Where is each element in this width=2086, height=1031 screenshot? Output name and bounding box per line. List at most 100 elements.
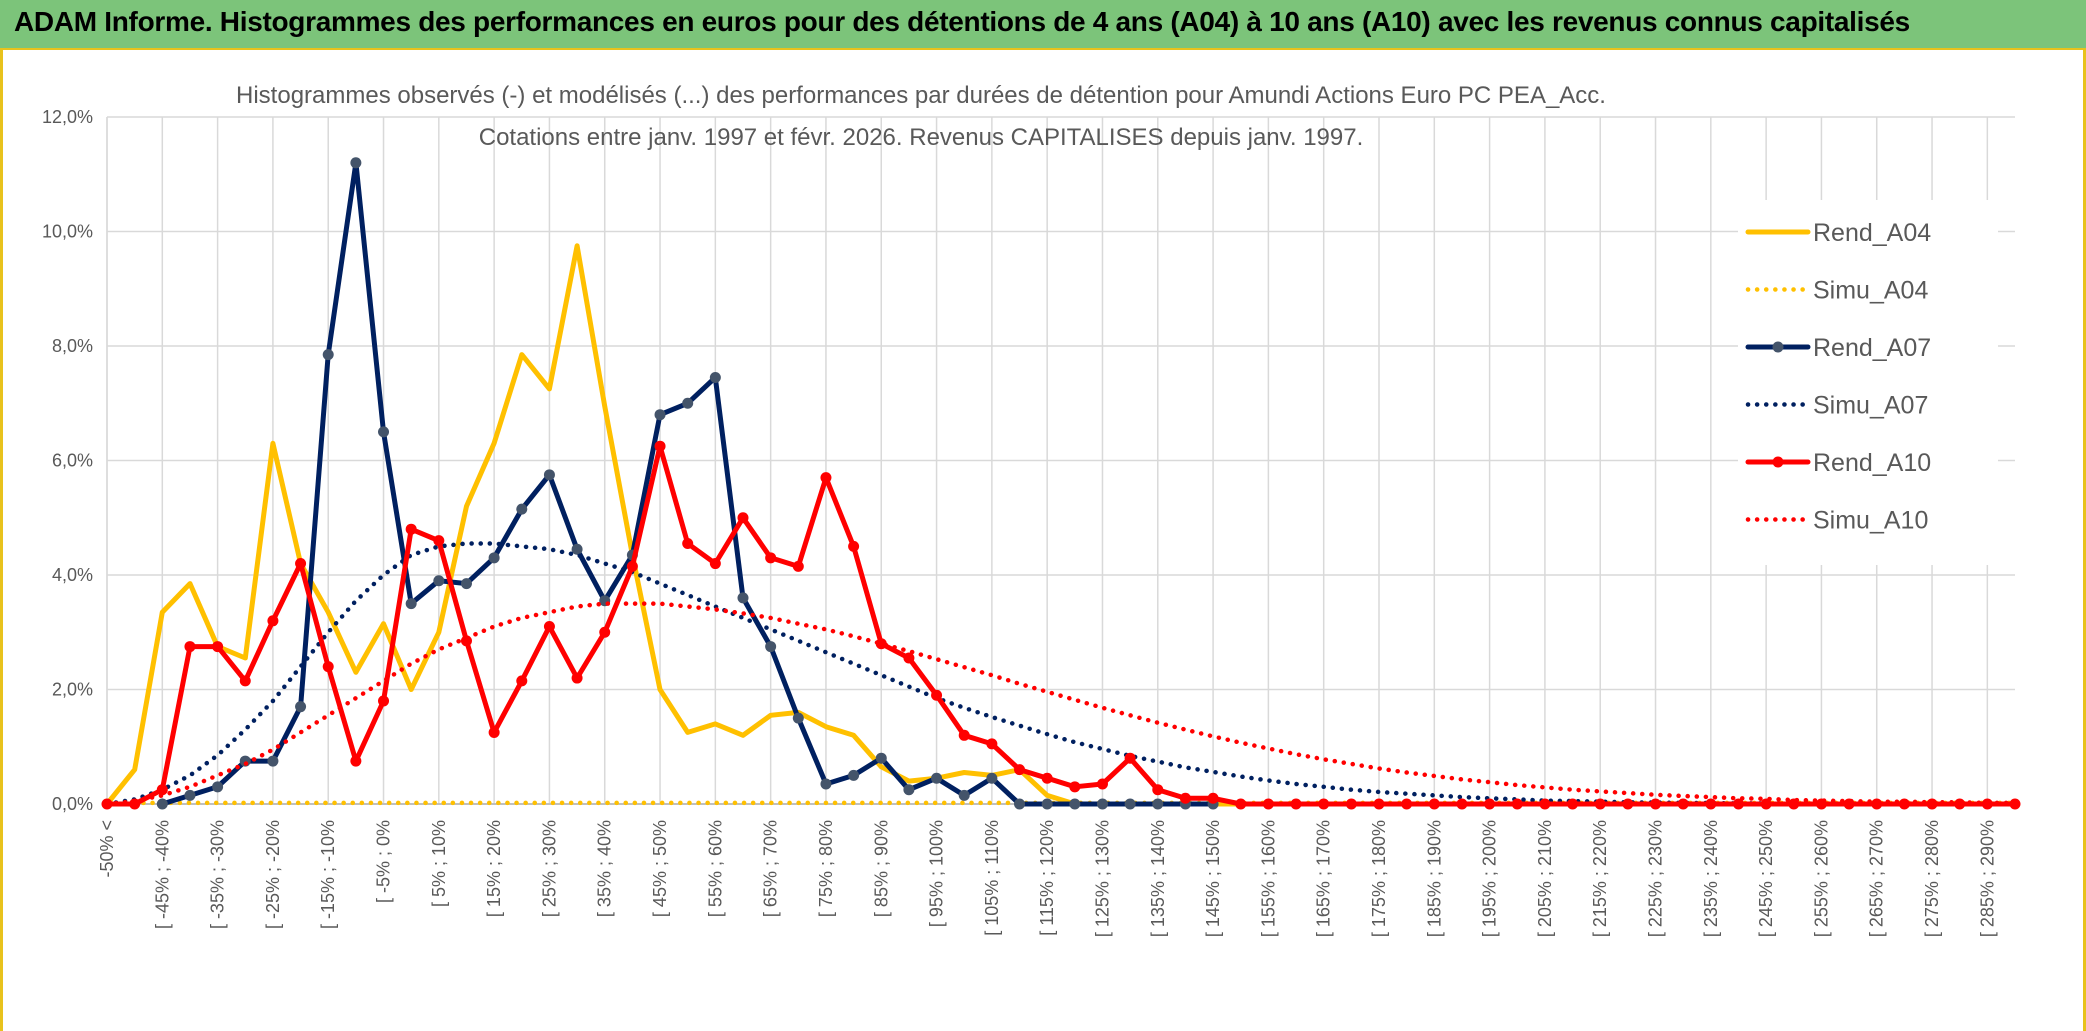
x-tick-label: [ 215% ; 220% (1590, 820, 1610, 937)
data-point-rend-a07 (986, 772, 998, 784)
x-tick-label: [ 115% ; 120% (1037, 820, 1057, 936)
series-line-simu-a10 (104, 601, 2018, 807)
x-tick-label: [ 45% ; 50% (650, 820, 670, 917)
data-point-rend-a07 (571, 543, 583, 555)
data-point-rend-a10 (156, 784, 168, 796)
legend: Rend_A04 Simu_A04 Rend_A07 Simu_A07 Rend_A10… (1738, 200, 1998, 565)
data-point-rend-a10 (654, 440, 666, 452)
data-point-rend-a07 (903, 784, 915, 796)
data-point-rend-a10 (1262, 798, 1274, 810)
data-point-rend-a10 (1456, 798, 1468, 810)
data-point-rend-a10 (267, 615, 279, 627)
x-tick-label: [ 5% ; 10% (429, 820, 449, 907)
x-tick-label: [ 105% ; 110% (982, 820, 1002, 936)
x-tick-label: [ 25% ; 30% (539, 820, 559, 917)
header-bar: ADAM Informe. Histogrammes des performan… (0, 0, 2086, 50)
data-point-rend-a07 (1014, 798, 1026, 810)
data-point-rend-a07 (1152, 798, 1164, 810)
legend-marker (1772, 341, 1784, 353)
data-point-rend-a10 (212, 641, 224, 653)
legend-label: Simu_A04 (1813, 277, 1928, 305)
legend-item-rend-a10: Rend_A10 (1745, 449, 1931, 477)
data-point-rend-a10 (1594, 798, 1606, 810)
data-point-rend-a10 (129, 798, 141, 810)
data-point-rend-a07 (378, 426, 390, 438)
x-tick-label: [ 255% ; 260% (1811, 820, 1831, 937)
legend-label: Rend_A10 (1813, 449, 1931, 477)
data-point-rend-a10 (2009, 798, 2021, 810)
data-point-rend-a10 (931, 689, 943, 701)
series-line-rend-a10 (104, 443, 2018, 807)
data-point-rend-a10 (543, 621, 555, 633)
y-tick-label: 4,0% (52, 565, 93, 585)
data-point-rend-a07 (295, 701, 307, 713)
data-point-rend-a10 (516, 675, 528, 687)
legend-item-simu-a10: Simu_A10 (1745, 507, 1928, 535)
data-point-rend-a10 (433, 535, 445, 547)
legend-item-rend-a04: Rend_A04 (1745, 219, 1931, 247)
data-point-rend-a10 (1041, 772, 1053, 784)
histogram-chart: 0,0% 2,0% 4,0% 6,0% 8,0% 10,0% 12,0% -50% < [ -4… (42, 70, 2021, 937)
data-point-rend-a10 (1567, 798, 1579, 810)
series-simu-a10 (104, 601, 2018, 807)
series-rend-a07 (156, 157, 1219, 810)
data-point-rend-a07 (350, 157, 362, 169)
x-tick-label: [ 165% ; 170% (1314, 820, 1334, 937)
data-point-rend-a10 (820, 472, 832, 484)
y-tick-label: 2,0% (52, 680, 93, 700)
data-point-rend-a07 (156, 798, 168, 810)
data-point-rend-a10 (1152, 784, 1164, 796)
y-tick-label: 6,0% (52, 451, 93, 471)
data-point-rend-a10 (1484, 798, 1496, 810)
data-point-rend-a10 (848, 540, 860, 552)
data-point-rend-a10 (599, 626, 611, 638)
x-tick-label: -50% < (97, 820, 117, 878)
data-point-rend-a10 (626, 560, 638, 572)
x-tick-label: [ 145% ; 150% (1203, 820, 1223, 937)
data-point-rend-a10 (1871, 798, 1883, 810)
data-point-rend-a10 (1096, 778, 1108, 790)
x-tick-label: [ 35% ; 40% (595, 820, 615, 917)
data-point-rend-a10 (571, 672, 583, 684)
x-tick-label: [ 65% ; 70% (761, 820, 781, 917)
data-point-rend-a10 (1650, 798, 1662, 810)
data-point-rend-a10 (1705, 798, 1717, 810)
x-tick-label: [ 275% ; 280% (1922, 820, 1942, 937)
x-tick-label: [ 285% ; 290% (1977, 820, 1997, 937)
data-point-rend-a07 (433, 575, 445, 587)
x-tick-label: [ 95% ; 100% (927, 820, 947, 927)
x-tick-label: [ 15% ; 20% (484, 820, 504, 917)
legend-label: Rend_A04 (1813, 219, 1931, 247)
data-point-rend-a07 (709, 371, 721, 383)
x-tick-label: [ 135% ; 140% (1148, 820, 1168, 937)
data-point-rend-a10 (1345, 798, 1357, 810)
data-point-rend-a10 (239, 675, 251, 687)
series-lines (101, 157, 2021, 810)
data-point-rend-a10 (1622, 798, 1634, 810)
data-point-rend-a10 (488, 726, 500, 738)
data-point-rend-a10 (737, 512, 749, 524)
data-point-rend-a07 (654, 409, 666, 421)
title-background (203, 70, 1643, 110)
chart-title-line1: Histogrammes observés (-) et modélisés (… (236, 82, 1606, 109)
x-tick-label: [ 195% ; 200% (1480, 820, 1500, 937)
chart-frame: 0,0% 2,0% 4,0% 6,0% 8,0% 10,0% 12,0% -50% < [ -4… (0, 50, 2086, 1031)
data-point-rend-a07 (875, 752, 887, 764)
data-point-rend-a10 (1207, 792, 1219, 804)
data-point-rend-a10 (322, 661, 334, 673)
x-tick-label: [ 265% ; 270% (1867, 820, 1887, 937)
data-point-rend-a10 (1428, 798, 1440, 810)
data-point-rend-a07 (488, 552, 500, 564)
data-point-rend-a10 (1511, 798, 1523, 810)
data-point-rend-a10 (765, 552, 777, 564)
data-point-rend-a10 (1179, 792, 1191, 804)
data-point-rend-a10 (1677, 798, 1689, 810)
legend-label: Simu_A07 (1813, 392, 1928, 420)
data-point-rend-a07 (792, 712, 804, 724)
data-point-rend-a10 (1732, 798, 1744, 810)
legend-item-simu-a04: Simu_A04 (1745, 277, 1928, 305)
data-point-rend-a10 (1124, 752, 1136, 764)
data-point-rend-a10 (1539, 798, 1551, 810)
x-tick-label: [ -45% ; -40% (152, 820, 172, 929)
data-point-rend-a07 (682, 397, 694, 409)
